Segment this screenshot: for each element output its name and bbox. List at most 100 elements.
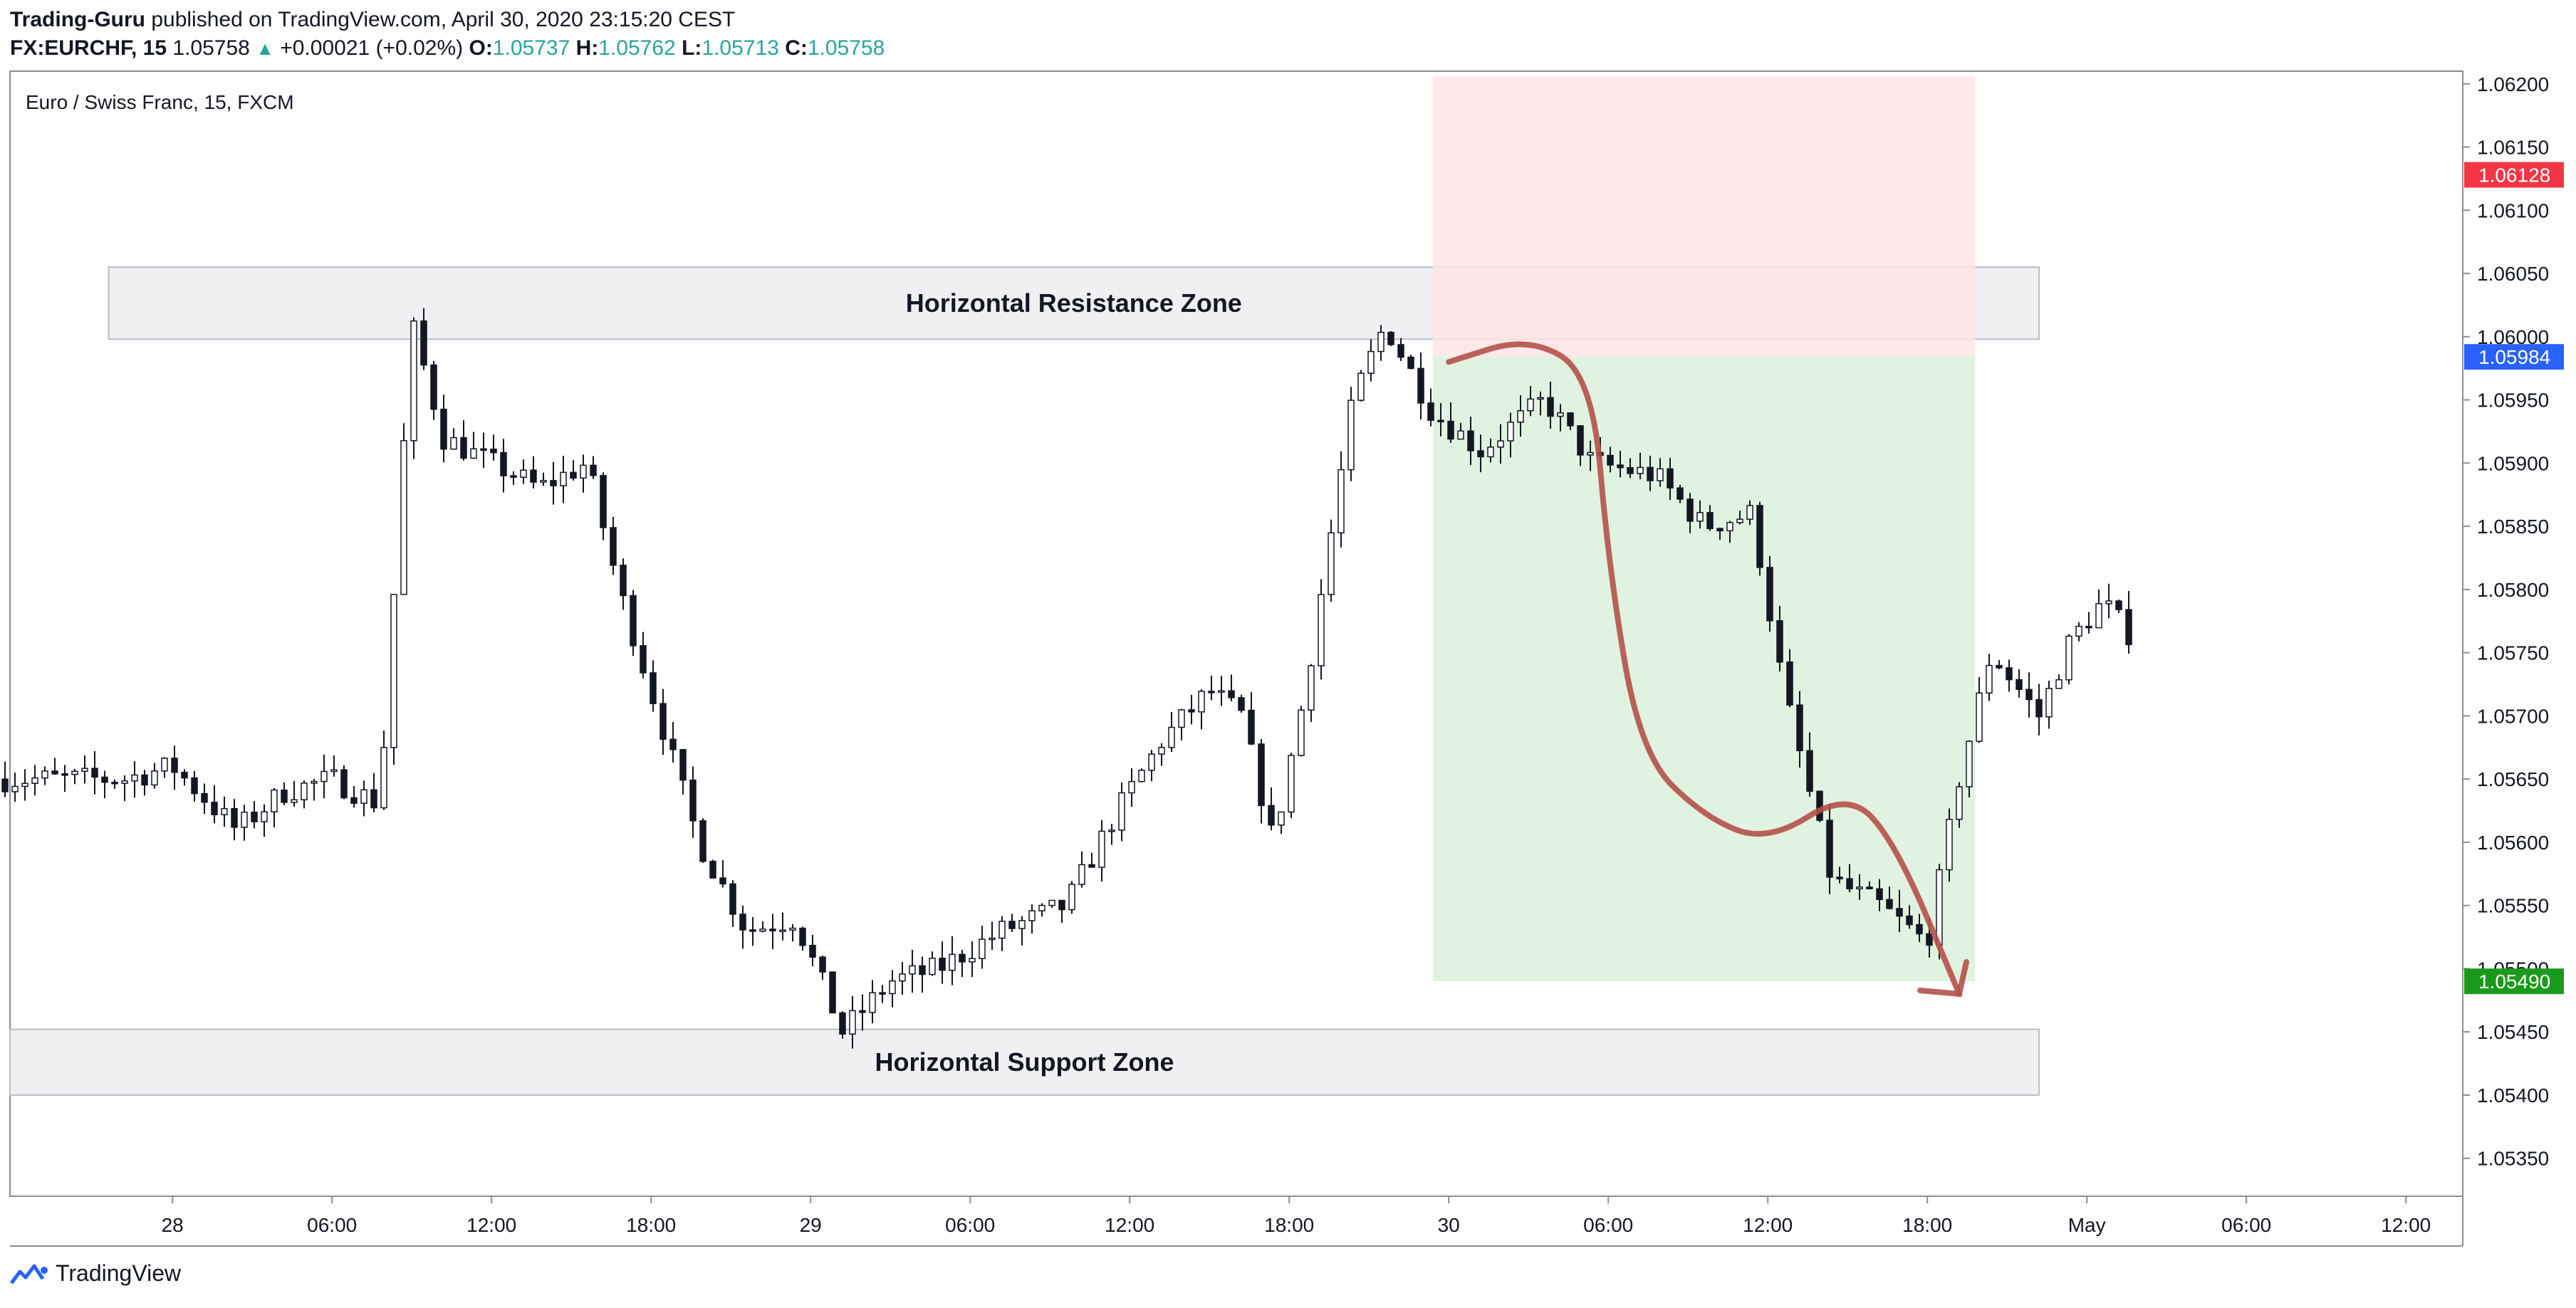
candle-body [91,768,98,778]
candle-body [231,807,238,828]
candle-body [281,789,288,803]
candle-body [1367,350,1375,374]
candle-body [1816,790,1823,821]
candle-body [1377,332,1385,352]
candle-body [1078,864,1085,885]
candle-body [61,773,68,776]
candle-body [430,364,437,410]
candle-body [1417,367,1424,404]
candle-body [420,320,427,366]
candle-body [1178,709,1185,728]
candle-body [749,929,756,932]
price-tick-label: 1.06050 [2477,263,2549,285]
candle-body [400,440,407,595]
candle-body [161,758,168,772]
tradingview-brand[interactable]: TradingView [56,1260,182,1286]
forecast-arrow-path [1446,341,1962,997]
price-tick-label: 1.06100 [2477,199,2549,221]
candle-body [869,992,876,1013]
candle-body [989,937,996,941]
publisher-name[interactable]: Trading-Guru [10,8,145,31]
last-price: 1.05758 [172,36,250,60]
symbol-label: FX:EURCHF, 15 [10,36,167,60]
candle-body [51,770,58,775]
price-tick-label: 1.05600 [2477,832,2549,854]
candle-body [1447,420,1454,440]
candle-body [181,771,188,779]
candle-body [2016,679,2023,691]
candle-body [1946,818,1953,871]
candle-body [1318,594,1325,666]
candle-body [1637,466,1644,474]
candle-body [679,749,687,781]
candle-body [849,1010,856,1035]
time-tick-label: 29 [800,1214,822,1236]
support-zone [9,1028,2040,1096]
candle-body [1407,356,1414,370]
time-tick-label: 12:00 [1743,1214,1793,1236]
candle-body [1696,512,1704,522]
candle-body [779,929,786,932]
candle-body [201,792,208,803]
candle-body [1328,532,1335,595]
candle-body [669,738,677,750]
plot-area [9,70,2463,1197]
time-tick-label: May [2068,1214,2106,1236]
candle-body [719,877,726,885]
candle-body [1028,910,1036,921]
candle-body [1308,665,1315,711]
candle-body [450,436,457,450]
price-tick-label: 1.05850 [2477,516,2549,538]
chart-header: Trading-Guru published on TradingView.co… [10,6,885,63]
candle-body [1876,888,1883,901]
candle-body [440,408,447,450]
candle-body [1457,430,1464,440]
candle-body [1686,498,1694,522]
candle-body [1068,884,1075,911]
candle-body [1357,372,1365,401]
candle-body [590,464,597,476]
publish-line: Trading-Guru published on TradingView.co… [10,6,885,34]
candle-body [1796,704,1803,752]
candle-body [470,448,477,459]
candle-body [560,471,567,486]
candle-body [1657,468,1664,481]
candle-body [271,789,278,812]
candle-body [2045,688,2053,718]
candle-body [1008,921,1016,929]
time-tick-label: 18:00 [1264,1214,1314,1236]
candle-body [1278,811,1285,826]
price-tick-label: 1.05550 [2477,895,2549,917]
time-tick-label: 06:00 [1583,1214,1633,1236]
candle-body [1168,726,1175,748]
target-price-tag-label: 1.05490 [2478,970,2550,993]
forecast-arrowhead-icon [1917,958,1969,998]
candle-body [480,448,487,451]
candle-body [2055,679,2063,689]
candle-body [370,789,377,809]
candle-body [291,799,298,803]
candle-body [1188,709,1195,713]
take-profit-area [1432,357,1976,982]
candle-body [1038,904,1045,911]
candle-body [1088,864,1095,868]
stop-loss-area [1432,76,1976,357]
candle-body [390,594,397,748]
candle-body [1677,487,1684,500]
price-tick-label: 1.05650 [2477,768,2549,790]
support-zone-label: Horizontal Support Zone [875,1047,1174,1077]
candle-body [1347,399,1355,471]
footer-branding: TradingView [10,1260,181,1287]
candle-body [540,480,547,483]
candle-body [2065,635,2072,681]
candle-body [460,436,467,459]
candle-body [1487,446,1494,458]
entry-price-tag-label: 1.05984 [2478,346,2550,368]
candle-body [1547,397,1554,417]
price-tick-label: 1.05450 [2477,1021,2549,1043]
target-price-tag [2464,968,2564,995]
candle-body [1866,886,1873,890]
candle-body [1627,466,1634,474]
candle-body [949,953,956,971]
